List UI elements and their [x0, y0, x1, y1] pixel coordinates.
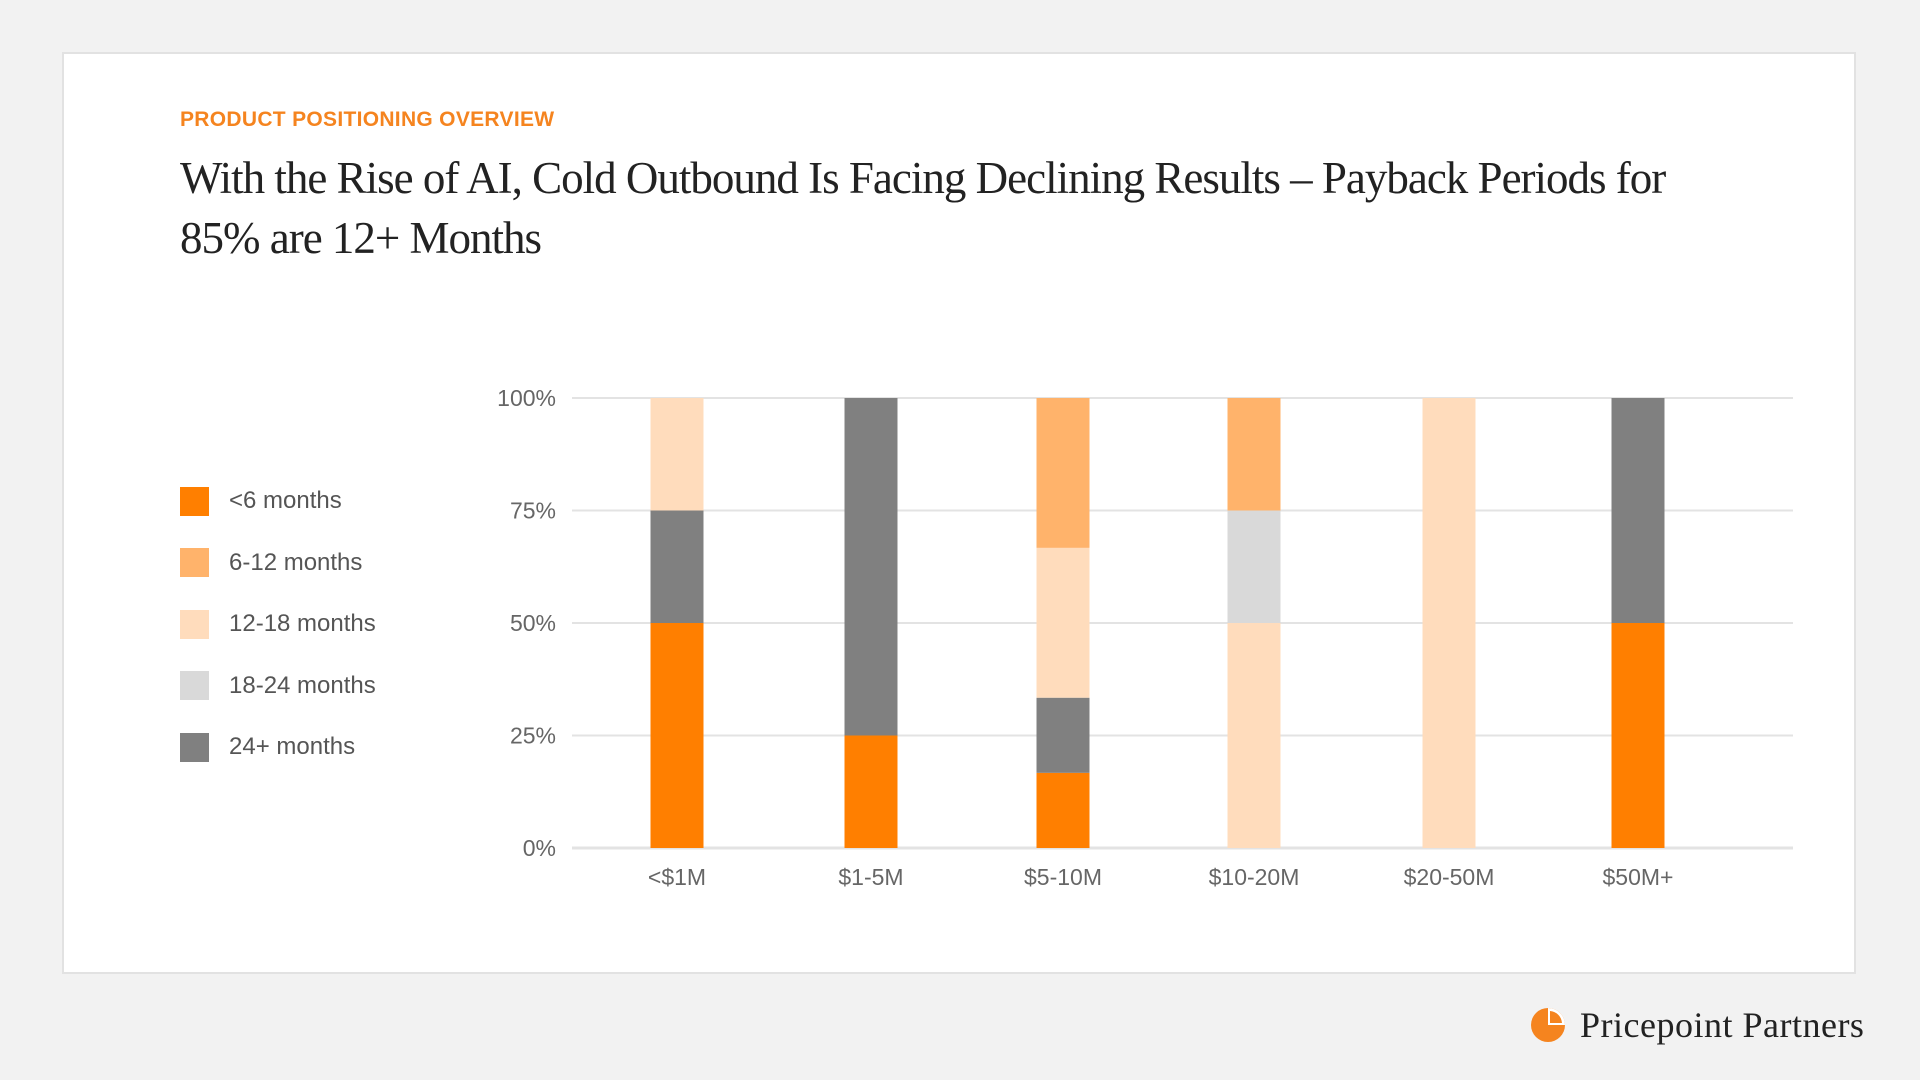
- y-tick-label: 25%: [510, 723, 556, 749]
- legend-swatch: [180, 732, 209, 762]
- brand-name: Pricepoint Partners: [1580, 1005, 1865, 1045]
- bar-segment: [650, 623, 704, 848]
- legend-item: <6 months: [180, 486, 376, 516]
- bar-segment: [844, 398, 898, 736]
- x-tick-label: <$1M: [648, 864, 706, 890]
- bar-segment: [1422, 398, 1476, 848]
- legend-item: 6-12 months: [180, 548, 376, 578]
- slide-title: With the Rise of AI, Cold Outbound Is Fa…: [180, 153, 1666, 263]
- bar-segment: [1227, 510, 1281, 623]
- y-tick-label: 0%: [523, 835, 556, 861]
- chart-legend: <6 months 6-12 months 12-18 months 18-24 mo…: [180, 486, 376, 794]
- legend-label: <6 months: [229, 487, 342, 514]
- bar-segment: [1036, 547, 1090, 698]
- bar-segment: [1036, 772, 1090, 848]
- legend-label: 6-12 months: [229, 548, 363, 576]
- bar-segment: [1611, 398, 1665, 623]
- x-tick-label: $20-50M: [1404, 864, 1495, 890]
- pie-logo-icon: [1531, 1008, 1565, 1042]
- bar-segment: [844, 735, 898, 848]
- x-tick-label: $5-10M: [1024, 864, 1102, 890]
- y-tick-label: 50%: [510, 610, 556, 636]
- bar-segment: [650, 510, 704, 623]
- legend-swatch: [180, 671, 209, 700]
- legend-label: 24+ months: [229, 733, 356, 760]
- legend-label: 18-24 months: [229, 671, 376, 699]
- slide-card: [62, 52, 1856, 974]
- bar-segment: [650, 398, 704, 511]
- x-tick-label: $50M+: [1603, 864, 1674, 890]
- x-tick-label: $1-5M: [838, 864, 903, 890]
- brand: Pricepoint Partners: [1530, 1004, 1864, 1046]
- bar-segment: [1036, 398, 1090, 548]
- legend-swatch: [180, 486, 209, 516]
- bar-segment: [1227, 398, 1281, 511]
- bar-segment: [1611, 623, 1665, 848]
- legend-label: 12-18 months: [229, 610, 376, 637]
- legend-item: 24+ months: [180, 732, 376, 762]
- bar-segment: [1036, 697, 1090, 773]
- y-tick-label: 75%: [510, 498, 556, 524]
- eyebrow-label: PRODUCT POSITIONING OVERVIEW: [180, 108, 555, 131]
- legend-item: 12-18 months: [180, 609, 376, 639]
- x-tick-label: $10-20M: [1209, 864, 1300, 890]
- legend-item: 18-24 months: [180, 671, 376, 701]
- legend-swatch: [180, 609, 209, 639]
- legend-swatch: [180, 548, 209, 577]
- y-tick-label: 100%: [497, 385, 556, 411]
- bar-segment: [1227, 623, 1281, 848]
